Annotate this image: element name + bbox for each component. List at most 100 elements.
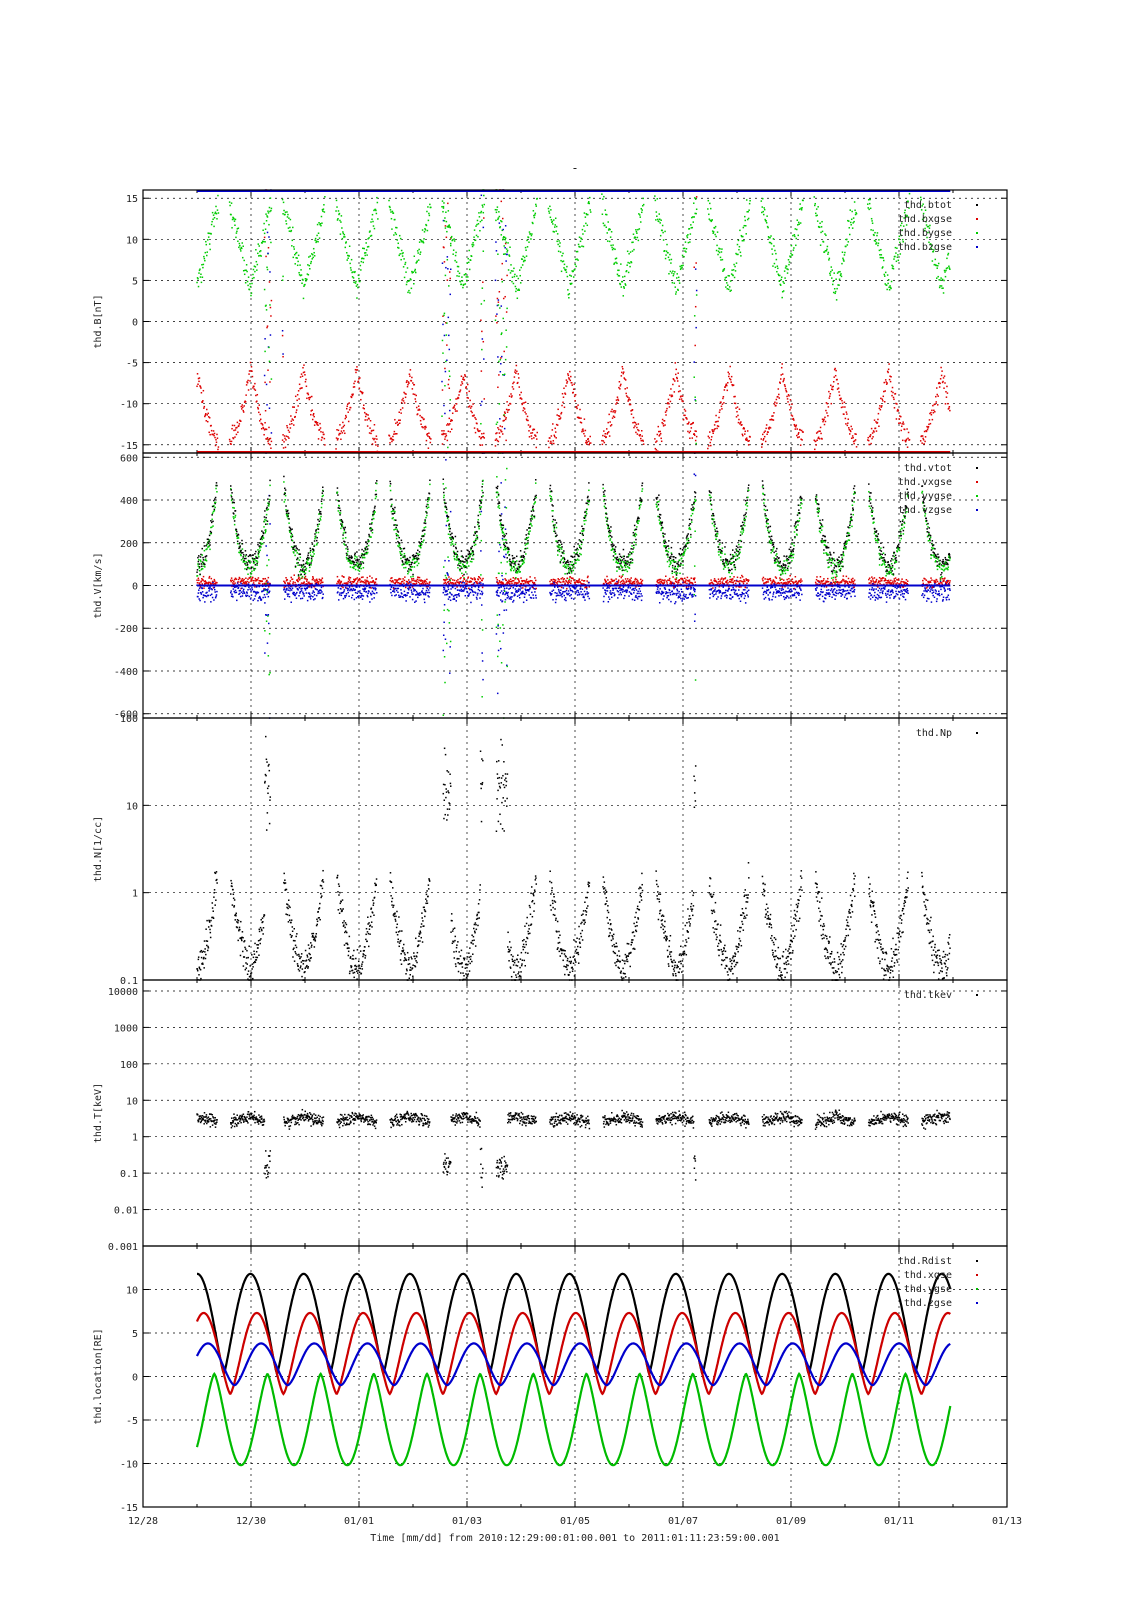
bygse-point — [428, 214, 431, 217]
bxgse-point — [212, 433, 214, 436]
vxgse-point — [318, 578, 321, 581]
vxgse-point — [200, 580, 203, 582]
vxgse-point — [203, 580, 206, 583]
bygse-point — [609, 228, 611, 231]
vxgse-point — [350, 582, 353, 585]
bygse-point — [311, 258, 313, 260]
vxgse-point — [448, 583, 451, 585]
vzgse-point — [443, 587, 446, 589]
vygse-point — [320, 515, 322, 518]
vzgse-point — [287, 589, 289, 591]
bygse-point — [785, 265, 788, 268]
vxgse-point — [414, 583, 416, 586]
bygse-point — [581, 228, 584, 231]
vxgse-point — [340, 581, 342, 584]
vzgse-point — [458, 593, 460, 595]
vxgse-point — [458, 581, 460, 583]
bxgse-point — [243, 405, 245, 407]
bygse-point — [465, 273, 467, 275]
vtot-point — [460, 560, 462, 563]
vtot-point — [444, 505, 447, 507]
bygse-point — [814, 202, 816, 205]
bygse-point — [300, 274, 303, 276]
bxgse-point — [735, 407, 737, 409]
vtot-point — [404, 555, 406, 557]
bxgse-point — [470, 410, 472, 412]
bxgse-point — [937, 395, 939, 397]
vxgse-point — [262, 578, 265, 580]
bxgse-point — [481, 444, 484, 446]
vygse-point — [393, 519, 396, 521]
bygse-point — [627, 271, 630, 274]
vzgse-point — [215, 595, 217, 598]
vzgse-point — [209, 594, 212, 597]
vxgse-point — [266, 579, 268, 582]
bygse-point — [240, 246, 243, 249]
vzgse-point — [442, 649, 445, 652]
vzgse-point — [242, 588, 245, 591]
vygse-point — [444, 510, 447, 513]
bygse-point — [324, 196, 326, 198]
vxgse-point — [459, 586, 462, 588]
bxgse-point — [263, 429, 266, 431]
vtot-point — [290, 529, 292, 531]
vxgse-point — [287, 582, 289, 584]
bygse-point — [602, 222, 605, 225]
bygse-point — [407, 280, 410, 282]
y-tick-label: -10 — [120, 400, 138, 411]
vygse-point — [237, 537, 240, 539]
vygse-point — [255, 559, 258, 562]
bygse-point — [742, 226, 745, 229]
vtot-point — [373, 509, 375, 512]
bxgse-point — [867, 436, 869, 439]
vtot-point — [427, 497, 429, 499]
bygse-point — [479, 229, 481, 232]
bygse-point — [626, 264, 628, 266]
vtot-point — [360, 561, 362, 563]
bygse-point — [723, 269, 725, 271]
vtot-point — [455, 547, 457, 550]
vxgse-point — [373, 581, 375, 583]
bygse-point — [198, 269, 201, 272]
bygse-point — [528, 231, 531, 233]
bygse-point — [201, 263, 203, 266]
bxgse-point — [259, 418, 262, 421]
vygse-point — [412, 557, 415, 559]
vzgse-point — [255, 591, 257, 594]
bygse-point — [205, 240, 207, 243]
bygse-point — [725, 276, 728, 278]
vxgse-point — [369, 581, 372, 583]
bygse-point — [251, 282, 253, 285]
vxgse-point — [212, 587, 215, 589]
bxgse-point — [588, 440, 590, 442]
bxgse-point — [290, 420, 293, 422]
vygse-point — [449, 537, 452, 539]
bygse-point — [341, 227, 343, 229]
bygse-point — [300, 269, 302, 271]
bygse-point — [672, 270, 674, 272]
bxgse-point — [503, 419, 505, 422]
bxgse-point — [295, 411, 297, 414]
bxgse-point — [393, 430, 396, 433]
bxgse-point — [307, 392, 309, 395]
bxgse-point — [687, 422, 690, 425]
vxgse-point — [395, 579, 397, 581]
bxgse-point — [659, 432, 662, 435]
bygse-point — [364, 254, 366, 257]
vtot-point — [419, 542, 421, 544]
vygse-point — [206, 543, 209, 546]
vtot-point — [369, 527, 372, 529]
vzgse-point — [300, 590, 303, 592]
vygse-point — [495, 626, 498, 629]
vtot-point — [339, 509, 342, 512]
bygse-point — [689, 241, 691, 243]
bygse-point — [292, 256, 295, 259]
vzgse-point — [213, 586, 216, 589]
bygse-point — [478, 216, 481, 218]
vxgse-point — [401, 580, 403, 583]
vygse-point — [399, 551, 401, 553]
vtot-point — [269, 479, 271, 482]
bxgse-point — [356, 369, 359, 371]
bxgse-point — [210, 429, 213, 432]
bygse-point — [363, 247, 365, 250]
